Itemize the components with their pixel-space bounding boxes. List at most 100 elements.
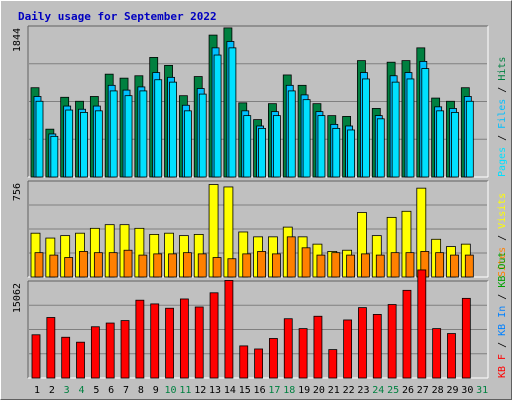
sites-bar xyxy=(361,253,370,278)
x-tick-label: 19 xyxy=(298,385,310,396)
sites-bar xyxy=(197,253,207,278)
kbf-bar xyxy=(31,334,41,379)
pages-bar xyxy=(243,115,252,178)
x-tick-label: 5 xyxy=(93,385,99,396)
pages-bar xyxy=(302,99,311,178)
sites-bar xyxy=(227,258,237,278)
x-tick-label: 10 xyxy=(165,385,177,396)
kbf-bar xyxy=(46,317,56,379)
x-tick-label: 6 xyxy=(108,385,114,396)
sites-bar xyxy=(123,249,133,278)
pages-bar xyxy=(94,110,103,178)
sites-bar xyxy=(242,253,252,278)
pages-bar xyxy=(139,90,148,178)
pages-bar xyxy=(391,81,400,178)
legend-entry: KB In xyxy=(497,306,508,336)
kbf-bar xyxy=(387,304,397,379)
kbf-bar xyxy=(298,328,308,379)
legend-separator: / xyxy=(497,229,508,247)
legend-middle: Sites / Visits xyxy=(497,193,508,277)
kbf-bar xyxy=(194,306,204,379)
kbf-bar xyxy=(150,303,160,379)
x-tick-label: 29 xyxy=(446,385,458,396)
pages-bar xyxy=(258,127,266,178)
kbf-bar xyxy=(283,318,293,379)
sites-bar xyxy=(390,252,400,278)
y-max-label-top: 1844 xyxy=(12,28,23,52)
pages-bar xyxy=(154,79,163,178)
pages-bar xyxy=(376,118,385,178)
sites-bar xyxy=(182,252,192,278)
kbf-bar xyxy=(402,289,412,379)
y-max-label-middle: 756 xyxy=(12,183,23,201)
pages-bar xyxy=(213,54,222,178)
x-tick-label: 16 xyxy=(254,385,266,396)
kbf-bar xyxy=(269,338,278,379)
kbf-bar xyxy=(417,269,427,379)
kbf-bar xyxy=(358,307,367,379)
x-tick-label: 22 xyxy=(343,385,355,396)
x-tick-label: 23 xyxy=(357,385,369,396)
kbf-bar xyxy=(447,333,456,379)
legend-top: Pages / Files / Hits xyxy=(497,57,508,177)
kbf-bar xyxy=(61,336,71,379)
x-tick-label: 1 xyxy=(34,385,40,396)
sites-bar xyxy=(301,247,311,278)
pages-bar xyxy=(273,115,281,178)
pages-bar xyxy=(109,90,118,178)
pages-bar xyxy=(332,127,341,178)
sites-bar xyxy=(331,252,341,278)
legend-entry: Sites xyxy=(497,247,508,277)
x-tick-label: 14 xyxy=(224,385,236,396)
pages-bar xyxy=(35,100,44,178)
x-tick-label: 11 xyxy=(179,385,191,396)
sites-bar xyxy=(257,251,266,278)
pages-bar xyxy=(287,90,296,178)
x-tick-label: 25 xyxy=(387,385,399,396)
chart-title: Daily usage for September 2022 xyxy=(18,10,217,23)
legend-entry: Hits xyxy=(497,57,508,81)
sites-bar xyxy=(346,254,356,278)
pages-bar xyxy=(362,78,370,178)
x-tick-label: 2 xyxy=(49,385,55,396)
kbf-bar xyxy=(239,345,249,379)
x-tick-label: 9 xyxy=(153,385,159,396)
x-tick-label: 18 xyxy=(283,385,295,396)
pages-bar xyxy=(65,109,74,178)
sites-bar xyxy=(272,253,281,278)
pages-bar xyxy=(169,81,177,178)
x-tick-label: 3 xyxy=(64,385,70,396)
x-tick-label: 30 xyxy=(461,385,473,396)
sites-bar xyxy=(64,257,74,278)
legend-entry: Files xyxy=(497,99,508,129)
kbf-bar xyxy=(209,292,219,379)
sites-bar xyxy=(34,252,44,278)
x-tick-label: 21 xyxy=(328,385,340,396)
legend-entry: KB Out xyxy=(497,252,508,288)
sites-bar xyxy=(405,252,415,278)
y-max-label-bottom: 15062 xyxy=(12,283,23,313)
pages-bar xyxy=(198,93,207,178)
pages-bar xyxy=(50,135,59,178)
pages-bar xyxy=(451,112,459,178)
legend-entry: KB F xyxy=(497,354,508,378)
pages-bar xyxy=(421,68,430,178)
sites-bar xyxy=(168,253,177,278)
x-tick-label: 4 xyxy=(79,385,85,396)
kbf-bar xyxy=(224,280,234,379)
kbf-bar xyxy=(105,322,115,379)
x-tick-label: 27 xyxy=(417,385,429,396)
sites-bar xyxy=(435,252,445,278)
x-tick-label: 8 xyxy=(138,385,144,396)
x-tick-label: 7 xyxy=(123,385,129,396)
sites-bar xyxy=(286,236,296,278)
sites-bar xyxy=(138,254,148,278)
kbf-bar xyxy=(432,328,442,379)
sites-bar xyxy=(108,252,118,278)
kbf-bar xyxy=(461,297,471,379)
kbf-bar xyxy=(343,319,353,379)
kbf-bar xyxy=(328,349,338,379)
kbf-bar xyxy=(313,315,323,379)
pages-bar xyxy=(80,112,88,178)
kbf-bar xyxy=(76,341,85,379)
